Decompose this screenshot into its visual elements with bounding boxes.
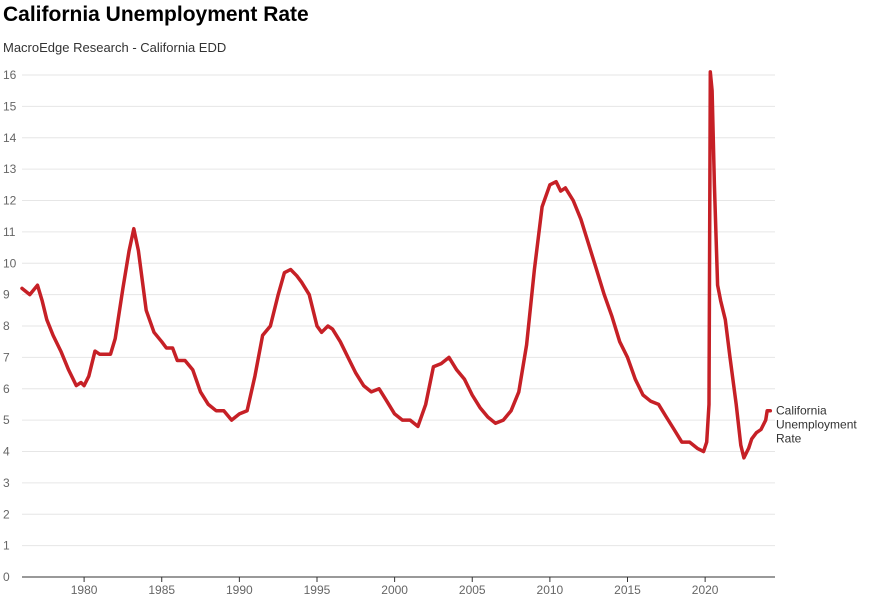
y-tick-label: 8 — [3, 319, 10, 333]
x-tick-label: 1995 — [304, 583, 331, 597]
y-tick-label: 5 — [3, 413, 10, 427]
y-tick-label: 3 — [3, 476, 10, 490]
y-tick-label: 0 — [3, 570, 10, 584]
gridlines — [22, 74, 775, 547]
x-tick-label: 1980 — [71, 583, 98, 597]
series-group — [20, 70, 773, 460]
chart-subtitle: MacroEdge Research - California EDD — [3, 40, 227, 55]
y-tick-label: 9 — [3, 288, 10, 302]
y-tick-label: 1 — [3, 539, 10, 553]
y-tick-label: 6 — [3, 382, 10, 396]
y-tick-label: 7 — [3, 350, 10, 364]
series-label-group: California Unemployment Rate — [776, 404, 857, 446]
y-tick-label: 14 — [3, 131, 17, 145]
y-tick-label: 11 — [3, 225, 16, 239]
x-tick-label: 2000 — [381, 583, 408, 597]
x-tick-label: 2010 — [537, 583, 564, 597]
y-tick-label: 15 — [3, 99, 17, 113]
y-tick-label: 10 — [3, 256, 17, 270]
y-tick-label: 2 — [3, 507, 10, 521]
x-tick-label: 1985 — [148, 583, 175, 597]
chart-title: California Unemployment Rate — [3, 3, 309, 26]
series-line — [20, 70, 773, 460]
series-label: California Unemployment Rate — [776, 404, 857, 446]
y-tick-label: 13 — [3, 162, 17, 176]
x-axis-ticks: 1980 1985 1990 1995 2000 2005 2010 2015 2020 — [71, 577, 719, 597]
x-tick-label: 1990 — [226, 583, 253, 597]
y-tick-label: 4 — [3, 445, 10, 459]
x-tick-label: 2020 — [692, 583, 719, 597]
x-tick-label: 2005 — [459, 583, 486, 597]
y-tick-label: 16 — [3, 68, 17, 82]
x-tick-label: 2015 — [614, 583, 641, 597]
y-tick-label: 12 — [3, 194, 17, 208]
